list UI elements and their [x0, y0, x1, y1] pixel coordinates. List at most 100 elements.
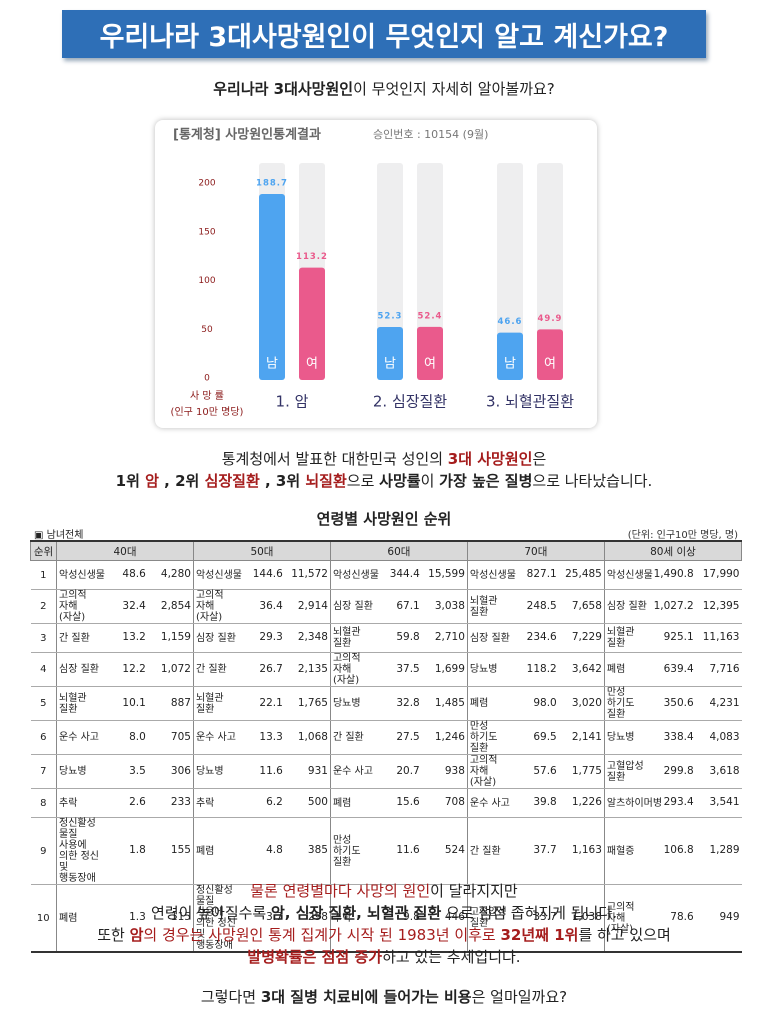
value-label: 46.6	[498, 317, 523, 327]
rank-table: 순위 40대 50대 60대 70대 80세 이상 1 악성신생물 48.6 4,280 악성신생…	[30, 540, 743, 953]
text-segment: 사망률	[379, 472, 421, 490]
cause-cell: 정신활성 물질 사용에 의한 정신 및 행동장애	[192, 884, 240, 953]
rate-cell: 4.8	[239, 817, 285, 885]
rate-cell: 33.7	[513, 884, 559, 953]
rank-cell: 10	[30, 884, 57, 953]
rank-cell: 2	[30, 589, 57, 624]
rate-cell: 29.3	[239, 623, 285, 653]
text-segment: 의 경우는 사망원인 통계 집계가 시작 된 1983년 이후로	[143, 926, 501, 944]
text-segment: , 2위	[158, 472, 205, 490]
closing-line: 연령이 높아질수록 암, 심장 질환, 뇌혈관 질환 으로 점점 좁혀지게 됩니…	[0, 902, 768, 923]
rate-cell: 8.0	[102, 720, 148, 755]
cause-cell: 당뇨병	[466, 652, 514, 687]
rank-cell: 1	[30, 560, 57, 590]
text-segment: 3대 질병 치료비에 들어가는 비용	[260, 988, 472, 1006]
table-row: 8 추락 2.6 233 추락 6.2 500 폐렴 15.6 708 운수 사고 39.8 1,226…	[30, 788, 742, 818]
rate-cell: 39.8	[513, 788, 559, 818]
cause-cell: 심장 질환	[56, 652, 103, 687]
rate-cell: 106.8	[650, 817, 696, 885]
bar	[537, 329, 563, 380]
cause-cell: 만성 하기도 질환	[603, 686, 651, 721]
cause-cell: 당뇨병	[603, 720, 651, 755]
text-segment: 또한	[97, 926, 130, 944]
rate-cell: 9.8	[376, 884, 422, 953]
rate-cell: 1,027.2	[650, 589, 696, 624]
series-name: 여	[424, 357, 436, 372]
rank-cell: 4	[30, 652, 57, 687]
table-row: 6 운수 사고 8.0 705 운수 사고 13.3 1,068 간 질환 27.5 1,246 만…	[30, 720, 742, 755]
count-cell: 1,765	[284, 686, 331, 721]
category-label: 3. 뇌혈관질환	[486, 393, 574, 411]
rate-cell: 293.4	[650, 788, 696, 818]
text-segment: , 3위	[259, 472, 306, 490]
rate-cell: 27.5	[376, 720, 422, 755]
table-header: 순위 40대 50대 60대 70대 80세 이상	[30, 540, 743, 561]
text-segment: 가장 높은 질병	[439, 472, 533, 490]
count-cell: 938	[421, 754, 468, 789]
count-cell: 306	[147, 754, 194, 789]
rate-cell: 234.6	[513, 623, 559, 653]
count-cell: 155	[147, 817, 194, 885]
intro: 우리나라 3대사망원인이 무엇인지 자세히 알아볼까요?	[0, 78, 768, 99]
count-cell: 1,068	[284, 720, 331, 755]
cause-cell: 패혈증	[603, 817, 651, 885]
count-cell: 4,083	[695, 720, 742, 755]
cause-cell: 운수 사고	[329, 754, 377, 789]
text-segment: 32년째 1위	[500, 926, 579, 944]
count-cell: 1,485	[421, 686, 468, 721]
rate-cell: 1.3	[102, 884, 148, 953]
rate-cell: 36.4	[239, 589, 285, 624]
column-header: 순위	[30, 540, 57, 561]
text-segment: 으로 나타났습니다.	[532, 472, 653, 490]
rate-cell: 26.7	[239, 652, 285, 687]
rank-cell: 6	[30, 720, 57, 755]
count-cell: 385	[284, 817, 331, 885]
rate-cell: 59.8	[376, 623, 422, 653]
rate-cell: 350.6	[650, 686, 696, 721]
rank-cell: 3	[30, 623, 57, 653]
summary-line: 통계청에서 발표한 대한민국 성인의 3대 사망원인은	[0, 448, 768, 469]
column-header: 70대	[466, 540, 605, 561]
rate-cell: 299.8	[650, 754, 696, 789]
text-segment: 이	[420, 472, 440, 490]
cause-cell: 추락	[192, 788, 240, 818]
rate-cell: 925.1	[650, 623, 696, 653]
text-segment: 이 무엇인지 자세히 알아볼까요?	[353, 80, 555, 98]
text-segment: 으로	[346, 472, 380, 490]
rate-cell: 144.6	[239, 560, 285, 590]
series-name: 여	[306, 357, 318, 372]
rank-cell: 7	[30, 754, 57, 789]
column-header: 60대	[329, 540, 468, 561]
cause-cell: 폐렴	[56, 884, 103, 953]
cause-cell: 악성신생물	[466, 560, 516, 590]
table-row: 10 폐렴 1.3 115 정신활성 물질 사용에 의한 정신 및 행동장애 3.7 298…	[30, 884, 742, 953]
y-tick-label: 0	[204, 374, 210, 384]
y-tick-label: 200	[198, 179, 215, 189]
bar	[259, 194, 285, 380]
value-label: 188.7	[256, 179, 288, 189]
cause-cell: 간 질환	[192, 652, 240, 687]
text-segment: 은 얼마일까요?	[471, 988, 568, 1006]
count-cell: 3,541	[695, 788, 742, 818]
count-cell: 2,141	[558, 720, 605, 755]
cause-cell: 폐렴	[329, 788, 377, 818]
column-header: 50대	[192, 540, 331, 561]
count-cell: 15,599	[421, 560, 468, 590]
count-cell: 1,775	[558, 754, 605, 789]
bar	[417, 326, 443, 380]
count-cell: 931	[284, 754, 331, 789]
rate-cell: 37.5	[376, 652, 422, 687]
bar-track	[497, 163, 523, 380]
rate-cell: 48.6	[102, 560, 148, 590]
count-cell: 708	[421, 788, 468, 818]
count-cell: 1,072	[147, 652, 194, 687]
cause-cell: 심장 질환	[329, 589, 377, 624]
count-cell: 887	[147, 686, 194, 721]
cause-cell: 정신활성 물질 사용에 의한 정신 및 행동장애	[56, 817, 103, 885]
rank-cell: 5	[30, 686, 57, 721]
count-cell: 3,618	[695, 754, 742, 789]
rate-cell: 11.6	[376, 817, 422, 885]
count-cell: 1,289	[695, 817, 742, 885]
cause-cell: 알츠하이머병	[603, 788, 662, 818]
chart-subtitle: 승인번호 : 10154 (9월)	[373, 128, 488, 141]
